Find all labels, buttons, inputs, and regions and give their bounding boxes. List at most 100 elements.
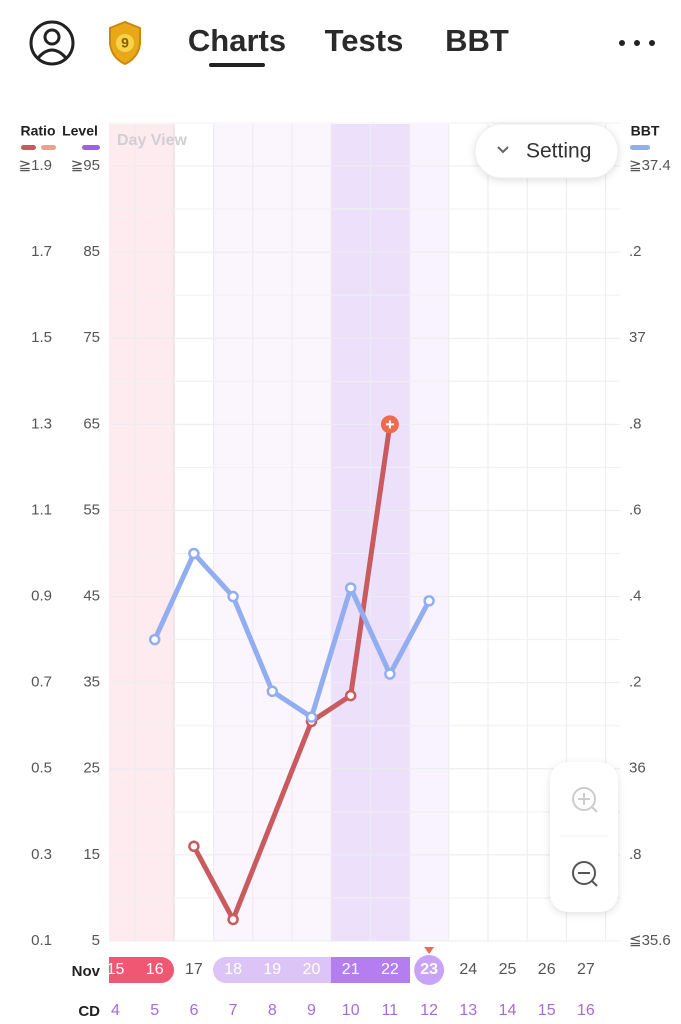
badge-coin	[116, 34, 134, 52]
profile-icon[interactable]	[29, 20, 75, 66]
tab-underline	[209, 63, 265, 67]
data-point	[188, 547, 200, 560]
level-tick-label: 65	[83, 415, 100, 432]
peak-plus	[385, 420, 394, 429]
data-point	[423, 595, 435, 607]
tab[interactable]: BBT	[445, 23, 509, 58]
cycle-day-label: 16	[577, 1002, 595, 1019]
cycle-day-label: 5	[150, 1002, 159, 1019]
date-label: 22	[381, 961, 399, 978]
tab[interactable]: Tests	[325, 23, 404, 58]
level-tick-label: 15	[83, 846, 100, 863]
phase-band	[409, 124, 449, 941]
today-arrow	[424, 947, 435, 954]
ratio-tick-label: 0.3	[31, 846, 52, 863]
today-marker	[414, 955, 445, 985]
zoom-panel	[550, 762, 618, 912]
tab[interactable]: Charts	[188, 23, 286, 58]
chart: ≧1.91.71.51.31.10.90.70.50.30.1≧95857565…	[19, 122, 671, 1020]
ratio-axis-title: Ratio	[21, 123, 56, 139]
ratio-tick-label: 1.1	[31, 501, 52, 518]
ratio-tick-label: 0.7	[31, 674, 52, 691]
level-tick-label: 5	[92, 932, 100, 949]
bbt-tick-label: ≦35.6	[629, 932, 671, 949]
ratio-tick-label: 0.5	[31, 760, 52, 777]
data-point	[188, 840, 200, 853]
data-point	[344, 582, 357, 594]
bbt-tick-label: 37	[629, 329, 646, 346]
level-tick-label: 55	[83, 501, 100, 518]
cd-label: CD	[78, 1003, 100, 1020]
level-axis-title: Level	[62, 123, 98, 139]
period-pill-left	[109, 957, 129, 983]
zoom-out-glyph	[578, 872, 598, 887]
date-label: 23	[420, 961, 438, 978]
level-tick-label: 75	[83, 329, 100, 346]
badge-number: 9	[121, 35, 129, 51]
data-point	[148, 633, 161, 646]
legend-swatch	[630, 145, 650, 150]
date-label: 26	[538, 961, 556, 978]
zoom-in-glyph	[578, 793, 598, 813]
level-tick-label: ≧95	[71, 157, 100, 174]
more-menu[interactable]	[619, 40, 655, 46]
bbt-tick-label: .8	[629, 846, 642, 863]
cycle-day-label: 11	[382, 1002, 399, 1019]
date-label: 19	[263, 961, 281, 978]
date-label: 20	[303, 961, 321, 978]
cycle-day-label: 14	[499, 1002, 517, 1019]
bbt-tick-label: .4	[629, 588, 642, 605]
level-tick-label: 25	[83, 760, 100, 777]
legend-swatch	[21, 145, 36, 150]
cycle-day-label: 7	[229, 1002, 238, 1019]
cycle-day-label: 6	[189, 1002, 198, 1019]
ratio-tick-label: 0.1	[31, 932, 52, 949]
month-label: Nov	[72, 963, 101, 980]
bbt-tick-label: .6	[629, 501, 642, 518]
data-point	[305, 711, 318, 723]
date-label: 17	[185, 961, 203, 978]
bbt-tick-label: ≧37.4	[629, 157, 671, 174]
date-label: 21	[342, 961, 360, 978]
cycle-day-label: 8	[268, 1002, 277, 1019]
bbt-tick-label: .2	[629, 243, 642, 260]
bbt-tick-label: 36	[629, 760, 646, 777]
zoom-in[interactable]	[572, 787, 596, 811]
data-point	[344, 689, 357, 702]
ratio-tick-label: 0.9	[31, 588, 52, 605]
cycle-day-label: 4	[111, 1002, 120, 1019]
date-label: 24	[459, 961, 477, 978]
legend-swatch	[41, 145, 56, 150]
date-label: 18	[224, 961, 242, 978]
date-label: 27	[577, 961, 595, 978]
level-tick-label: 85	[83, 243, 100, 260]
level-tick-label: 35	[83, 674, 100, 691]
fertile-pill	[213, 957, 343, 983]
ratio-tick-label: 1.5	[31, 329, 52, 346]
data-point	[384, 668, 396, 680]
ratio-tick-label: ≧1.9	[19, 157, 52, 174]
date-label: 15	[107, 961, 125, 978]
cycle-day-label: 15	[538, 1002, 556, 1019]
cycle-day-label: 9	[307, 1002, 316, 1019]
level-tick-label: 45	[83, 588, 100, 605]
data-point	[266, 685, 279, 698]
zoom-out[interactable]	[572, 861, 596, 885]
bbt-tick-label: .8	[629, 415, 642, 432]
date-label: 25	[499, 961, 517, 978]
ovulation-pill	[331, 957, 410, 983]
ratio-tick-label: 1.7	[31, 243, 52, 260]
header: 9 Charts Tests BBT	[29, 20, 655, 67]
series-line	[152, 551, 432, 720]
setting-label: Setting	[526, 140, 591, 163]
cycle-day-label: 12	[420, 1002, 438, 1019]
phase-band	[109, 124, 175, 941]
phase-band	[213, 124, 332, 941]
cycle-day-label: 13	[459, 1002, 477, 1019]
data-point	[227, 913, 239, 926]
view-label: Day View	[117, 132, 188, 149]
data-point	[227, 590, 239, 603]
setting-button[interactable]	[474, 123, 619, 179]
